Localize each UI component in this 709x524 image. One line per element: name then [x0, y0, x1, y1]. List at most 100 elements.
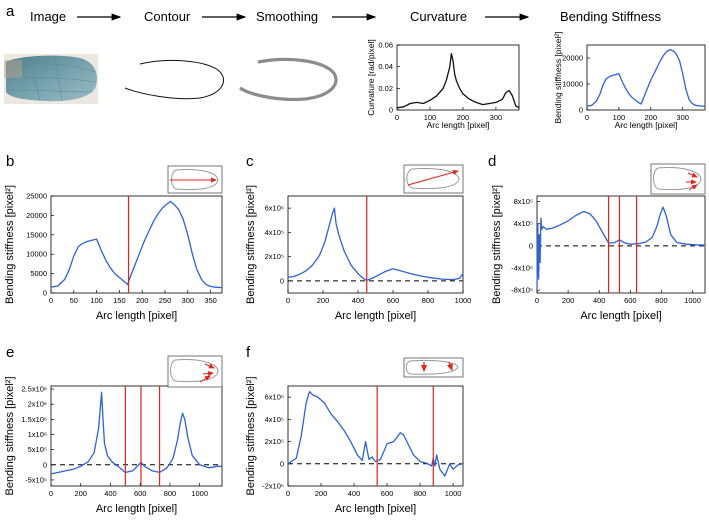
series-line — [396, 53, 520, 109]
y-tick-label: 0 — [43, 289, 47, 298]
y-tick-label: 6x10⁵ — [265, 393, 284, 402]
y-tick-label: 2x10⁶ — [28, 400, 47, 409]
inset-schematic-b — [167, 165, 223, 194]
plot-frame — [287, 195, 464, 294]
chart-bending-stiffness-overview: 0 100 200 300 0 10000 20000 Arc length [pixel] B… — [553, 32, 706, 130]
x-tick-label: 1000 — [455, 296, 472, 305]
x-tick-label: 200 — [317, 296, 330, 305]
y-tick-label: 8x10⁵ — [514, 197, 533, 206]
plot-frame — [536, 195, 706, 294]
plot-frame — [287, 385, 464, 487]
step-curvature-label: Curvature — [410, 9, 467, 24]
x-tick-label: 400 — [352, 296, 365, 305]
plot-frame — [586, 44, 706, 111]
panel-letter-d: d — [488, 153, 496, 170]
chart-curvature: 0 100 200 300 0 0.02 0.04 0.06 Arc length [pixel… — [366, 39, 520, 130]
x-tick-label: 600 — [624, 296, 637, 305]
x-tick-label: 600 — [381, 489, 394, 498]
plot-frame — [50, 385, 223, 487]
y-tick-label: 2x10⁵ — [265, 252, 284, 261]
x-axis-label: Arc length [pixel] — [580, 310, 661, 322]
y-axis-label: Curvature [rad/pixel] — [366, 39, 376, 116]
series-line — [536, 206, 706, 291]
x-tick-label: 0 — [49, 296, 53, 305]
series-line — [287, 207, 464, 281]
x-tick-label: 0 — [286, 489, 290, 498]
y-tick-label: 4x10⁵ — [265, 415, 284, 424]
y-axis-label: Bending stiffness [pixel²] — [245, 185, 257, 304]
y-tick-label: 4x10⁵ — [265, 228, 284, 237]
y-tick-label: 10000 — [26, 250, 47, 259]
panel-letter-b: b — [6, 153, 14, 170]
x-tick-label: 400 — [593, 296, 606, 305]
y-tick-label: 0 — [579, 106, 583, 115]
x-tick-label: 400 — [348, 489, 361, 498]
inset-schematic-f — [403, 357, 464, 378]
y-tick-label: 0 — [529, 241, 533, 250]
y-tick-label: -5x10⁵ — [25, 475, 47, 484]
x-tick-label: 800 — [422, 296, 435, 305]
y-axis-label: Bending stiffness [pixel²] — [4, 185, 16, 304]
x-tick-label: 150 — [113, 296, 126, 305]
x-axis-label: Arc length [pixel] — [427, 120, 490, 130]
plot-frame — [396, 44, 520, 111]
y-tick-label: 2x10⁵ — [265, 437, 284, 446]
panel-letter-f: f — [246, 344, 251, 361]
x-tick-label: 100 — [424, 113, 437, 122]
x-tick-label: 100 — [90, 296, 103, 305]
x-tick-label: 1000 — [191, 489, 208, 498]
y-tick-label: 2.5x10⁶ — [21, 385, 47, 394]
y-tick-label: 25000 — [26, 192, 47, 201]
y-tick-label: 5000 — [30, 269, 47, 278]
x-tick-label: 300 — [490, 113, 503, 122]
y-tick-label: 0.06 — [378, 41, 393, 50]
contour-outline — [124, 59, 224, 100]
x-tick-label: 0 — [49, 489, 53, 498]
panel-letter-e: e — [6, 344, 14, 361]
x-tick-label: 350 — [204, 296, 217, 305]
x-tick-label: 800 — [414, 489, 427, 498]
step-bending-stiffness-label: Bending Stiffness — [560, 9, 661, 24]
chart-panel-e: e0 200 400 600 800 1000-5x10⁵05x10⁵1x10⁶1.5x1… — [4, 344, 223, 515]
x-axis-label: Arc length [pixel] — [615, 120, 678, 130]
y-tick-label: 20000 — [26, 211, 47, 220]
x-tick-label: 600 — [134, 489, 147, 498]
y-axis-label: Bending stiffness [pixel²] — [245, 376, 257, 495]
y-axis-label: Bending stiffness [pixel²] — [491, 185, 503, 304]
plot-frame — [50, 195, 223, 294]
series-line — [50, 391, 222, 475]
x-tick-label: 200 — [74, 489, 87, 498]
x-tick-label: 800 — [655, 296, 668, 305]
y-tick-label: 0 — [389, 106, 393, 115]
series-line — [586, 49, 706, 108]
series-line — [50, 200, 223, 289]
inset-schematic-d — [650, 163, 706, 195]
y-tick-label: 4x10⁵ — [514, 219, 533, 228]
x-tick-label: 200 — [645, 113, 658, 122]
y-tick-label: 6x10⁵ — [265, 204, 284, 213]
x-tick-label: 300 — [676, 113, 689, 122]
step-smoothing-label: Smoothing — [256, 9, 318, 24]
y-tick-label: 10000 — [562, 80, 583, 89]
x-tick-label: 200 — [315, 489, 328, 498]
chart-panel-b: b 0 50 100 150 200 250 300 350 0 5000 10000 15000 200… — [4, 153, 223, 322]
x-tick-label: 800 — [164, 489, 177, 498]
y-tick-label: 20000 — [562, 54, 583, 63]
y-tick-label: -2x10⁵ — [262, 482, 284, 491]
x-tick-label: 1000 — [684, 296, 701, 305]
y-tick-label: 0.02 — [378, 84, 393, 93]
x-axis-label: Arc length [pixel] — [96, 503, 177, 515]
x-tick-label: 0 — [535, 296, 539, 305]
y-axis-label: Bending stiffness [pixel²] — [4, 376, 16, 495]
x-tick-label: 200 — [562, 296, 575, 305]
x-tick-label: 300 — [182, 296, 195, 305]
inset-schematic-e — [167, 355, 223, 388]
x-tick-label: 250 — [159, 296, 172, 305]
x-tick-label: 1000 — [445, 489, 462, 498]
x-axis-label: Arc length [pixel] — [96, 310, 177, 322]
panel-letter-a: a — [6, 3, 15, 20]
y-tick-label: 0 — [280, 459, 284, 468]
x-tick-label: 0 — [286, 296, 290, 305]
y-tick-label: 0 — [280, 276, 284, 285]
